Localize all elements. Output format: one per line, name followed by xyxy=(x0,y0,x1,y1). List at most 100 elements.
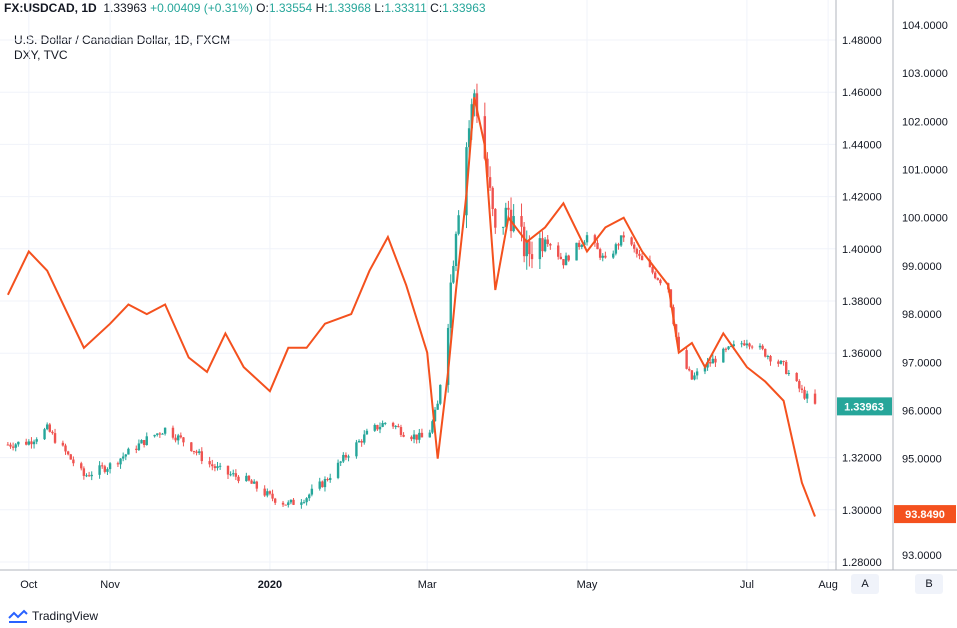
candle-body xyxy=(394,426,397,428)
candle-body xyxy=(318,481,321,489)
candle-body xyxy=(633,244,636,249)
candle-body xyxy=(677,336,680,351)
candle-body xyxy=(740,343,743,345)
candle-body xyxy=(302,502,306,504)
candle-body xyxy=(135,448,138,450)
right-axis-tick: 102.0000 xyxy=(902,116,948,128)
dxy-last-badge xyxy=(894,505,956,524)
open-value: 1.33554 xyxy=(268,1,313,15)
candle-body xyxy=(192,450,196,452)
candle-body xyxy=(85,475,88,477)
dxy-last-label: 93.8490 xyxy=(905,509,945,521)
left-axis-tick: 1.32000 xyxy=(842,453,882,465)
candle-body xyxy=(695,371,699,376)
candle-body xyxy=(101,465,104,467)
candle-body xyxy=(329,477,332,481)
left-price-axis: 1.48000 1.46000 1.44000 1.42000 1.40000 1.380… xyxy=(842,35,882,569)
candle-body xyxy=(483,116,487,159)
candle-body xyxy=(226,465,230,475)
candle-body xyxy=(743,343,746,346)
high-value: 1.33968 xyxy=(327,1,371,15)
auto-scale-button[interactable]: A xyxy=(851,574,879,594)
candle-body xyxy=(640,255,644,261)
candle-body xyxy=(782,360,785,362)
candle-body xyxy=(651,267,654,273)
candle-body xyxy=(750,346,754,348)
candle-body xyxy=(253,481,256,484)
candle-body xyxy=(766,355,770,357)
left-axis-tick: 1.28000 xyxy=(842,557,882,569)
candle-body xyxy=(412,434,416,440)
candle-body xyxy=(813,393,817,404)
candle-body xyxy=(271,493,274,499)
candle-body xyxy=(803,389,806,399)
candle-body xyxy=(436,403,439,410)
candle-body xyxy=(598,249,602,258)
candle-body xyxy=(457,215,460,234)
left-axis-tick: 1.46000 xyxy=(842,87,882,99)
candle-body xyxy=(119,458,122,465)
candle-body xyxy=(98,465,101,475)
candle-body xyxy=(494,209,497,228)
candle-body xyxy=(266,491,269,496)
candle-body xyxy=(336,462,340,478)
candle-body xyxy=(106,469,109,472)
time-axis-tick: Oct xyxy=(20,579,37,591)
candle-body xyxy=(805,393,809,399)
candle-body xyxy=(604,255,607,258)
candle-body xyxy=(326,479,329,481)
candle-body xyxy=(418,432,421,440)
candle-body xyxy=(287,502,290,506)
candle-body xyxy=(72,459,75,464)
compare-scale-button[interactable]: B xyxy=(915,574,943,594)
candle-body xyxy=(785,361,788,374)
candle-body xyxy=(745,343,749,346)
low-label: L: xyxy=(374,1,385,15)
candle-body xyxy=(488,177,492,188)
candle-body xyxy=(585,235,589,243)
candle-body xyxy=(145,436,148,446)
candle-body xyxy=(420,432,424,438)
right-axis-tick: 95.0000 xyxy=(902,454,942,466)
candle-body xyxy=(446,327,450,385)
candle-body xyxy=(635,248,639,254)
candle-body xyxy=(127,448,130,455)
candle-body xyxy=(190,442,193,451)
tradingview-logo[interactable]: TradingView xyxy=(8,609,98,623)
compare-series-legend[interactable]: DXY, TVC xyxy=(14,48,68,62)
candle-body xyxy=(64,445,67,452)
usdcad-last-badge xyxy=(837,397,892,416)
candle-body xyxy=(559,256,563,260)
candle-body xyxy=(761,345,764,349)
candle-body xyxy=(415,434,418,440)
change-value: +0.00409 (+0.31%) xyxy=(150,1,253,15)
candle-body xyxy=(454,233,458,267)
candle-body xyxy=(638,253,641,256)
candle-body xyxy=(45,424,49,430)
candle-body xyxy=(758,345,762,348)
candle-body xyxy=(564,255,568,266)
time-axis-tick: May xyxy=(577,579,598,591)
candle-body xyxy=(35,439,38,442)
symbol-label[interactable]: FX:USDCAD, 1D xyxy=(4,1,97,15)
candle-body xyxy=(87,475,91,477)
candle-body xyxy=(486,158,489,178)
candle-body xyxy=(431,421,434,433)
candle-body xyxy=(137,443,141,450)
candle-body xyxy=(475,93,479,117)
candle-body xyxy=(218,465,222,467)
candle-body xyxy=(709,362,712,364)
candle-body xyxy=(124,454,127,457)
candle-body xyxy=(344,454,348,458)
right-axis-tick: 103.0000 xyxy=(902,68,948,80)
low-value: 1.33311 xyxy=(384,1,427,15)
candle-body xyxy=(11,446,15,448)
candle-body xyxy=(798,381,801,389)
candle-body xyxy=(255,481,259,489)
candle-body xyxy=(384,422,387,424)
candle-body xyxy=(197,451,201,453)
candle-body xyxy=(177,435,180,441)
candle-body xyxy=(397,426,400,428)
candle-body xyxy=(153,434,156,437)
